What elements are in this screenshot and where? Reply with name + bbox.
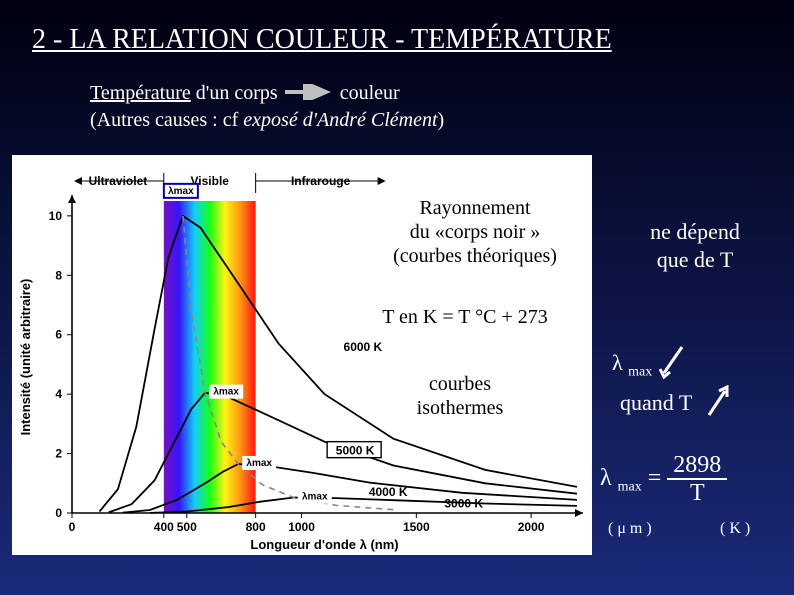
subtitle-temp-word: Température xyxy=(90,82,191,104)
svg-text:4000 K: 4000 K xyxy=(369,485,408,499)
svg-text:λmax: λmax xyxy=(302,492,328,503)
svg-text:0: 0 xyxy=(55,506,62,520)
svg-text:Intensité (unité arbitraire): Intensité (unité arbitraire) xyxy=(18,279,33,436)
arrow-icon xyxy=(283,81,335,107)
annot-isothermes: courbes isothermes xyxy=(400,372,520,420)
units-mum: ( μ m ) xyxy=(608,520,652,538)
svg-text:Longueur d'onde λ (nm): Longueur d'onde λ (nm) xyxy=(250,537,398,552)
wien-sub: max xyxy=(618,480,642,495)
annot-iso-l2: isothermes xyxy=(417,397,504,419)
annot-rayonnement-l3: (courbes théoriques) xyxy=(393,245,557,267)
wien-den: T xyxy=(667,480,727,506)
svg-text:λmax: λmax xyxy=(168,186,194,197)
annot-iso-l1: courbes xyxy=(429,373,491,395)
subtitle-line2-italic: exposé d'André Clément xyxy=(243,109,437,131)
svg-text:500: 500 xyxy=(177,520,197,534)
subtitle-body-word: d'un corps xyxy=(191,82,283,104)
annot-lambda-trend: λ max quand T xyxy=(612,345,733,425)
svg-text:800: 800 xyxy=(246,520,266,534)
annot-kelvin: T en K = T °C + 273 xyxy=(350,305,580,329)
wien-lambda: λ xyxy=(600,465,612,491)
arrow-up-icon xyxy=(703,385,733,425)
svg-text:10: 10 xyxy=(49,209,63,223)
svg-text:4: 4 xyxy=(55,387,62,401)
wien-formula: λ max = 2898 T xyxy=(600,452,727,507)
svg-text:6: 6 xyxy=(55,328,62,342)
annot-nedepend: ne dépend que de T xyxy=(615,218,775,273)
annot-rayonnement-l1: Rayonnement xyxy=(419,197,530,219)
svg-text:2000: 2000 xyxy=(518,520,545,534)
svg-text:5000 K: 5000 K xyxy=(336,444,375,458)
svg-text:400: 400 xyxy=(154,520,174,534)
slide-title: 2 - LA RELATION COULEUR - TEMPÉRATURE xyxy=(32,24,612,56)
svg-text:6000 K: 6000 K xyxy=(344,340,383,354)
annot-nedepend-l1: ne dépend xyxy=(650,219,740,244)
annot-rayonnement: Rayonnement du «corps noir » (courbes th… xyxy=(365,196,585,268)
wien-eq: = xyxy=(648,465,668,491)
svg-text:0: 0 xyxy=(69,520,76,534)
svg-text:3000 K: 3000 K xyxy=(444,497,483,511)
slide-subtitle: Température d'un corps couleur (Autres c… xyxy=(90,80,444,133)
lambda-quand-t: quand T xyxy=(620,390,692,415)
svg-text:1000: 1000 xyxy=(288,520,315,534)
svg-text:λmax: λmax xyxy=(213,387,239,398)
units-kelvin: ( K ) xyxy=(720,520,750,538)
svg-text:λmax: λmax xyxy=(246,458,272,469)
lambda-symbol: λ xyxy=(612,350,623,375)
annot-nedepend-l2: que de T xyxy=(657,247,734,272)
subtitle-line2a: (Autres causes : cf xyxy=(90,109,243,131)
arrow-down-icon xyxy=(658,345,688,385)
wien-fraction: 2898 T xyxy=(667,452,727,507)
svg-text:8: 8 xyxy=(55,268,62,282)
subtitle-color-word: couleur xyxy=(340,82,400,104)
lambda-sub: max xyxy=(628,364,652,379)
subtitle-line2-end: ) xyxy=(438,109,445,131)
svg-text:1500: 1500 xyxy=(403,520,430,534)
annot-rayonnement-l2: du «corps noir » xyxy=(410,221,541,243)
svg-text:2: 2 xyxy=(55,447,62,461)
wien-num: 2898 xyxy=(667,452,727,480)
